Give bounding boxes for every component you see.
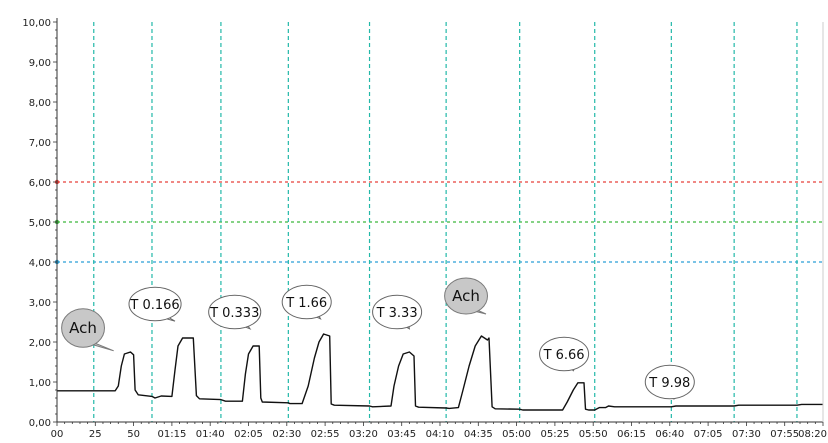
x-tick-label: 02:30 bbox=[272, 429, 301, 440]
callout-bubble: T 1.66 bbox=[281, 284, 332, 320]
y-tick-label: 3,00 bbox=[29, 298, 51, 309]
y-tick-label: 8,00 bbox=[29, 98, 51, 109]
annotations: Ach T 0.166 T 0.333 T 1.66 T 3.33 Ach T 6.66 T … bbox=[61, 277, 695, 401]
x-tick-label: 06:15 bbox=[617, 429, 646, 440]
x-tick-label: 07:55 bbox=[770, 429, 799, 440]
callout-joint bbox=[403, 323, 408, 327]
x-tick-label: 01:15 bbox=[157, 429, 186, 440]
x-tick-label: 05:25 bbox=[540, 429, 569, 440]
series-line bbox=[57, 333, 823, 411]
callout-bubble: T 6.66 bbox=[539, 336, 590, 372]
callout-joint bbox=[472, 308, 476, 311]
x-tick-label: 06:40 bbox=[655, 429, 684, 440]
series-layer bbox=[57, 333, 823, 411]
x-tick-label: 03:45 bbox=[387, 429, 416, 440]
callout-joint bbox=[162, 315, 167, 319]
callout-bubble: Ach bbox=[444, 277, 488, 315]
y-tick-label: 9,00 bbox=[29, 58, 51, 69]
y-tick-label: 0,00 bbox=[29, 418, 51, 429]
callout-label: T 1.66 bbox=[285, 296, 327, 311]
x-tick-label: 04:10 bbox=[426, 429, 455, 440]
callout-ellipse bbox=[128, 286, 182, 322]
x-tick-label: 07:30 bbox=[732, 429, 761, 440]
callout-bubble: T 3.33 bbox=[372, 294, 423, 330]
callout-label: T 3.33 bbox=[376, 306, 418, 321]
x-tick-label: 02:05 bbox=[234, 429, 263, 440]
x-tick-label: 01:40 bbox=[196, 429, 225, 440]
x-tick-label: 05:50 bbox=[579, 429, 608, 440]
y-tick-label: 7,00 bbox=[29, 138, 51, 149]
axes: 0,00 1,00 2,00 3,00 4,00 5,00 6,00 7,00 8,00 9,00… bbox=[22, 18, 827, 440]
callout-ellipse bbox=[281, 284, 332, 320]
y-tick-label: 10,00 bbox=[22, 18, 51, 29]
x-tick-label: 08:20 bbox=[798, 429, 827, 440]
callout-ellipse bbox=[644, 364, 695, 400]
callout-ellipse bbox=[444, 277, 488, 315]
y-tick-label: 6,00 bbox=[29, 178, 51, 189]
callout-label: T 0.166 bbox=[129, 298, 179, 313]
y-tick-label: 2,00 bbox=[29, 338, 51, 349]
callout-ellipse bbox=[372, 294, 423, 330]
callout-joint bbox=[241, 323, 247, 327]
callout-label: T 6.66 bbox=[543, 348, 585, 363]
x-tick-label: 00 bbox=[51, 429, 64, 440]
callout-bubble: T 0.333 bbox=[208, 294, 262, 330]
threshold-lines bbox=[54, 179, 823, 265]
callout-bubble: Ach bbox=[61, 308, 114, 352]
x-tick-label: 50 bbox=[127, 429, 140, 440]
callout-ellipse bbox=[539, 336, 590, 372]
callout-label: T 0.333 bbox=[209, 306, 259, 321]
callout-ellipse bbox=[61, 308, 105, 348]
callout-label: T 9.98 bbox=[648, 376, 690, 391]
x-tick-label: 25 bbox=[89, 429, 102, 440]
callout-bubble: T 9.98 bbox=[644, 364, 695, 401]
marker-lines bbox=[93, 22, 798, 422]
x-tick-label: 02:55 bbox=[311, 429, 340, 440]
y-tick-label: 4,00 bbox=[29, 258, 51, 269]
callout-label: Ach bbox=[69, 319, 97, 337]
callout-joint bbox=[570, 365, 575, 369]
callout-joint bbox=[313, 313, 318, 317]
y-tick-label: 5,00 bbox=[29, 218, 51, 229]
x-tick-label: 05:00 bbox=[502, 429, 531, 440]
y-tick-label: 1,00 bbox=[29, 378, 51, 389]
x-tick-label: 07:05 bbox=[694, 429, 723, 440]
callout-ellipse bbox=[208, 294, 262, 330]
x-tick-label: 03:20 bbox=[349, 429, 378, 440]
callout-label: Ach bbox=[452, 287, 480, 305]
callout-bubble: T 0.166 bbox=[128, 286, 182, 322]
callout-joint bbox=[676, 393, 681, 397]
x-tick-label: 04:35 bbox=[464, 429, 493, 440]
callout-joint bbox=[89, 341, 93, 344]
